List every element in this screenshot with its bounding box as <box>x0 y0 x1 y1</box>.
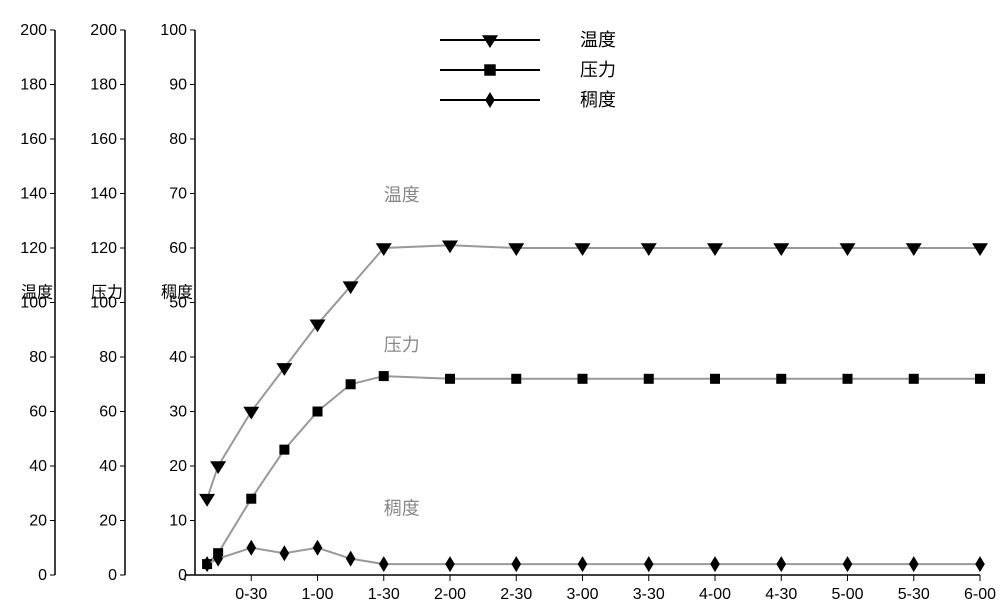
svg-text:80: 80 <box>99 349 117 366</box>
svg-text:1-00: 1-00 <box>301 586 333 603</box>
svg-text:80: 80 <box>29 349 47 366</box>
svg-text:稠度: 稠度 <box>384 499 420 519</box>
svg-text:200: 200 <box>20 22 47 39</box>
svg-text:20: 20 <box>99 513 117 530</box>
svg-text:60: 60 <box>99 404 117 421</box>
svg-text:20: 20 <box>169 458 187 475</box>
svg-text:10: 10 <box>169 513 187 530</box>
svg-text:2-30: 2-30 <box>500 586 532 603</box>
svg-text:40: 40 <box>29 458 47 475</box>
svg-text:1-30: 1-30 <box>368 586 400 603</box>
svg-text:180: 180 <box>20 77 47 94</box>
svg-text:稠度: 稠度 <box>580 90 616 110</box>
svg-text:2-00: 2-00 <box>434 586 466 603</box>
chart-container: 0-30 1-00 1-30 2-00 2-30 3-00 3-30 4-00 4-30 5-00… <box>0 0 1000 615</box>
svg-text:60: 60 <box>29 404 47 421</box>
svg-text:5-30: 5-30 <box>898 586 930 603</box>
svg-text:160: 160 <box>20 131 47 148</box>
svg-text:70: 70 <box>169 186 187 203</box>
svg-text:4-00: 4-00 <box>699 586 731 603</box>
svg-text:20: 20 <box>29 513 47 530</box>
svg-text:60: 60 <box>169 240 187 257</box>
svg-text:0: 0 <box>38 567 47 584</box>
svg-text:3-00: 3-00 <box>566 586 598 603</box>
chart-svg: 0-30 1-00 1-30 2-00 2-30 3-00 3-30 4-00 4-30 5-00… <box>0 0 1000 615</box>
svg-text:30: 30 <box>169 404 187 421</box>
svg-text:140: 140 <box>20 186 47 203</box>
svg-text:5-00: 5-00 <box>831 586 863 603</box>
svg-text:80: 80 <box>169 131 187 148</box>
svg-text:4-30: 4-30 <box>765 586 797 603</box>
svg-text:压力: 压力 <box>91 284 123 302</box>
svg-text:100: 100 <box>160 22 187 39</box>
svg-text:温度: 温度 <box>21 284 53 302</box>
svg-text:压力: 压力 <box>580 60 616 80</box>
svg-text:140: 140 <box>90 186 117 203</box>
svg-text:6-00: 6-00 <box>964 586 996 603</box>
svg-text:120: 120 <box>90 240 117 257</box>
svg-text:120: 120 <box>20 240 47 257</box>
svg-text:200: 200 <box>90 22 117 39</box>
svg-text:3-30: 3-30 <box>633 586 665 603</box>
svg-text:温度: 温度 <box>384 185 420 205</box>
svg-text:0: 0 <box>108 567 117 584</box>
svg-text:温度: 温度 <box>580 30 616 50</box>
svg-text:180: 180 <box>90 77 117 94</box>
svg-text:40: 40 <box>169 349 187 366</box>
svg-text:90: 90 <box>169 77 187 94</box>
svg-text:稠度: 稠度 <box>161 284 193 302</box>
svg-text:0: 0 <box>178 567 187 584</box>
svg-text:0-30: 0-30 <box>235 586 267 603</box>
svg-text:40: 40 <box>99 458 117 475</box>
svg-text:160: 160 <box>90 131 117 148</box>
svg-text:压力: 压力 <box>384 335 420 355</box>
